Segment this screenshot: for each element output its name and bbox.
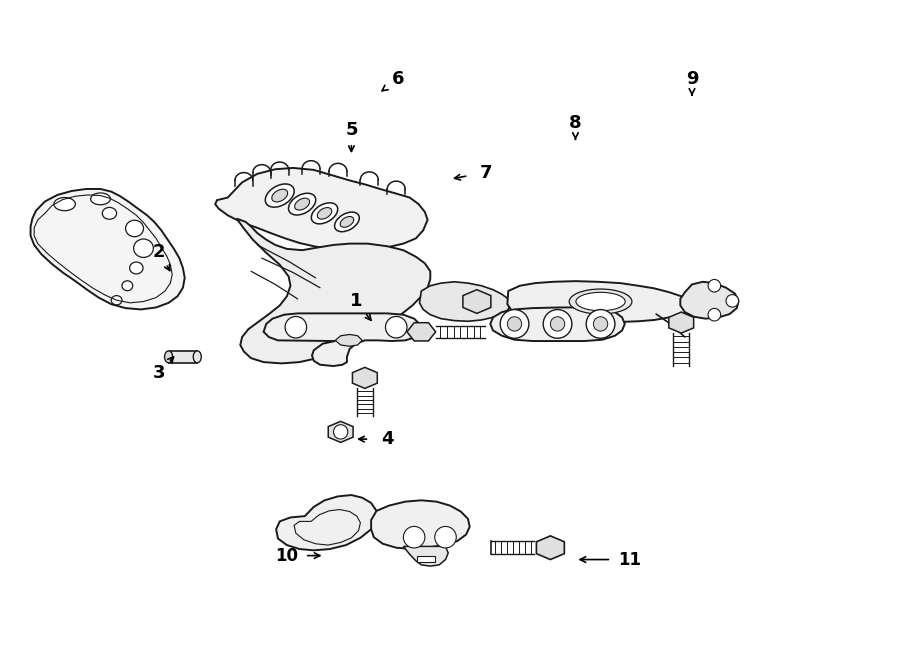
- Polygon shape: [168, 351, 197, 363]
- Text: 9: 9: [686, 70, 698, 88]
- Circle shape: [726, 295, 739, 307]
- Ellipse shape: [126, 220, 143, 237]
- Circle shape: [435, 526, 456, 548]
- Ellipse shape: [133, 239, 153, 257]
- Ellipse shape: [576, 292, 626, 311]
- Ellipse shape: [122, 281, 132, 291]
- Polygon shape: [264, 313, 421, 366]
- Ellipse shape: [103, 208, 117, 219]
- Ellipse shape: [91, 193, 111, 205]
- Text: 4: 4: [381, 430, 393, 448]
- Polygon shape: [536, 536, 564, 560]
- Ellipse shape: [318, 208, 332, 219]
- Polygon shape: [215, 168, 428, 251]
- Text: 8: 8: [569, 114, 581, 132]
- Circle shape: [593, 317, 608, 331]
- Polygon shape: [353, 368, 377, 389]
- Ellipse shape: [335, 212, 359, 232]
- Polygon shape: [669, 312, 694, 333]
- Ellipse shape: [130, 262, 143, 274]
- Circle shape: [285, 317, 307, 338]
- Ellipse shape: [340, 217, 354, 227]
- Polygon shape: [403, 547, 448, 566]
- Circle shape: [708, 309, 721, 321]
- Ellipse shape: [54, 198, 76, 211]
- Polygon shape: [419, 282, 511, 321]
- Polygon shape: [463, 290, 491, 313]
- Polygon shape: [680, 282, 739, 319]
- Text: 7: 7: [480, 163, 492, 182]
- Ellipse shape: [272, 189, 288, 202]
- Polygon shape: [371, 500, 470, 549]
- Text: 2: 2: [152, 243, 165, 260]
- Polygon shape: [417, 556, 435, 563]
- Circle shape: [551, 317, 564, 331]
- Circle shape: [385, 317, 407, 338]
- Text: 3: 3: [152, 364, 165, 382]
- Text: 1: 1: [349, 292, 362, 310]
- Circle shape: [708, 280, 721, 292]
- Ellipse shape: [289, 193, 316, 215]
- Polygon shape: [336, 334, 362, 346]
- Text: 10: 10: [275, 547, 299, 564]
- Ellipse shape: [112, 295, 122, 305]
- Ellipse shape: [165, 351, 173, 363]
- Circle shape: [544, 309, 572, 338]
- Polygon shape: [491, 307, 625, 341]
- Ellipse shape: [294, 198, 310, 210]
- Polygon shape: [31, 189, 184, 309]
- Ellipse shape: [569, 289, 632, 314]
- Polygon shape: [407, 323, 436, 341]
- Ellipse shape: [194, 351, 202, 363]
- Text: 6: 6: [392, 70, 404, 88]
- Polygon shape: [237, 219, 430, 364]
- Circle shape: [508, 317, 522, 331]
- Circle shape: [586, 309, 615, 338]
- Circle shape: [500, 309, 529, 338]
- Polygon shape: [276, 495, 376, 551]
- Text: 5: 5: [346, 121, 357, 139]
- Ellipse shape: [266, 184, 294, 207]
- Polygon shape: [328, 421, 353, 442]
- Text: 11: 11: [617, 551, 641, 568]
- Ellipse shape: [311, 203, 338, 224]
- Polygon shape: [508, 281, 694, 322]
- Circle shape: [334, 425, 347, 439]
- Circle shape: [403, 526, 425, 548]
